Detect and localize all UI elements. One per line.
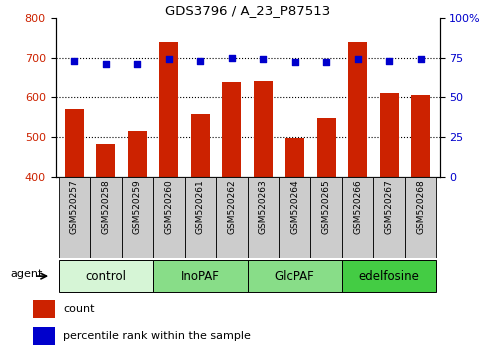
Text: GSM520265: GSM520265 bbox=[322, 179, 331, 234]
Point bbox=[291, 59, 298, 65]
Point bbox=[71, 58, 78, 64]
FancyBboxPatch shape bbox=[248, 177, 279, 258]
Bar bbox=[33, 327, 55, 345]
Text: GSM520267: GSM520267 bbox=[384, 179, 394, 234]
Text: GSM520266: GSM520266 bbox=[353, 179, 362, 234]
Point bbox=[385, 58, 393, 64]
Text: control: control bbox=[85, 270, 127, 282]
Point bbox=[354, 56, 362, 62]
Bar bbox=[128, 131, 147, 177]
Bar bbox=[97, 144, 115, 177]
Point bbox=[417, 56, 425, 62]
FancyBboxPatch shape bbox=[311, 177, 342, 258]
Text: InoPAF: InoPAF bbox=[181, 270, 220, 282]
FancyBboxPatch shape bbox=[185, 177, 216, 258]
Text: GSM520264: GSM520264 bbox=[290, 179, 299, 234]
Text: GSM520263: GSM520263 bbox=[259, 179, 268, 234]
Bar bbox=[317, 118, 336, 177]
Bar bbox=[65, 108, 84, 177]
Point bbox=[228, 55, 236, 60]
Bar bbox=[254, 81, 273, 177]
Point bbox=[259, 56, 267, 62]
Text: edelfosine: edelfosine bbox=[359, 270, 420, 282]
Title: GDS3796 / A_23_P87513: GDS3796 / A_23_P87513 bbox=[165, 4, 330, 17]
Text: GSM520258: GSM520258 bbox=[101, 179, 111, 234]
FancyBboxPatch shape bbox=[122, 177, 153, 258]
Bar bbox=[285, 138, 304, 177]
Text: GlcPAF: GlcPAF bbox=[275, 270, 314, 282]
FancyBboxPatch shape bbox=[279, 177, 311, 258]
Bar bbox=[159, 41, 178, 177]
Bar bbox=[348, 42, 367, 177]
Bar bbox=[222, 82, 241, 177]
FancyBboxPatch shape bbox=[153, 260, 248, 292]
FancyBboxPatch shape bbox=[405, 177, 436, 258]
Text: GSM520260: GSM520260 bbox=[164, 179, 173, 234]
FancyBboxPatch shape bbox=[59, 260, 153, 292]
Text: count: count bbox=[63, 304, 95, 314]
Bar bbox=[411, 95, 430, 177]
FancyBboxPatch shape bbox=[342, 260, 436, 292]
Bar bbox=[380, 93, 398, 177]
Bar bbox=[33, 300, 55, 318]
Point bbox=[322, 59, 330, 65]
FancyBboxPatch shape bbox=[90, 177, 122, 258]
Text: GSM520262: GSM520262 bbox=[227, 179, 236, 234]
Point bbox=[102, 61, 110, 67]
Text: percentile rank within the sample: percentile rank within the sample bbox=[63, 331, 251, 341]
FancyBboxPatch shape bbox=[216, 177, 248, 258]
Text: GSM520259: GSM520259 bbox=[133, 179, 142, 234]
Text: GSM520257: GSM520257 bbox=[70, 179, 79, 234]
Point bbox=[165, 56, 173, 62]
FancyBboxPatch shape bbox=[342, 177, 373, 258]
Bar bbox=[191, 114, 210, 177]
FancyBboxPatch shape bbox=[59, 177, 90, 258]
Text: GSM520268: GSM520268 bbox=[416, 179, 425, 234]
Point bbox=[197, 58, 204, 64]
FancyBboxPatch shape bbox=[248, 260, 342, 292]
Point bbox=[133, 61, 141, 67]
Text: agent: agent bbox=[10, 269, 43, 279]
Text: GSM520261: GSM520261 bbox=[196, 179, 205, 234]
FancyBboxPatch shape bbox=[153, 177, 185, 258]
FancyBboxPatch shape bbox=[373, 177, 405, 258]
